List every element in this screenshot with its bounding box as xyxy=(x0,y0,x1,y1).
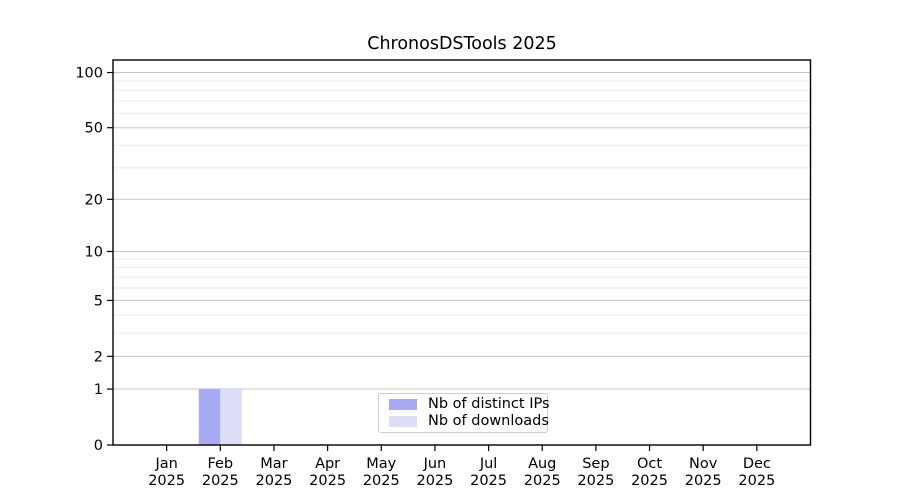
y-tick-label: 20 xyxy=(85,192,103,208)
x-tick-label: May 2025 xyxy=(363,456,400,489)
x-tick-label: Mar 2025 xyxy=(256,456,293,489)
x-tick-label: Jun 2025 xyxy=(416,456,453,489)
y-tick-label: 0 xyxy=(94,438,103,454)
x-tick-label: Apr 2025 xyxy=(309,456,346,489)
x-tick-label: Nov 2025 xyxy=(685,456,722,489)
x-tick-label: Oct 2025 xyxy=(631,456,668,489)
y-tick-label: 2 xyxy=(94,349,103,365)
y-tick-label: 1 xyxy=(94,382,103,398)
y-tick-label: 50 xyxy=(85,121,103,137)
x-tick-label: Jan 2025 xyxy=(148,456,185,489)
chart-title: ChronosDSTools 2025 xyxy=(367,34,557,54)
legend-item-distinct-ips: Nb of distinct IPs xyxy=(379,395,550,413)
legend-swatch-distinct-ips xyxy=(389,398,417,410)
legend-item-downloads: Nb of downloads xyxy=(379,413,549,430)
y-tick-label: 5 xyxy=(94,293,103,309)
legend-label-distinct-ips: Nb of distinct IPs xyxy=(428,395,550,412)
legend-label-downloads: Nb of downloads xyxy=(428,413,549,430)
plot-border xyxy=(112,59,812,446)
legend-swatch-downloads xyxy=(389,416,417,428)
x-tick-label: Sep 2025 xyxy=(577,456,614,489)
x-tick-label: Dec 2025 xyxy=(738,456,775,489)
x-tick-label: Aug 2025 xyxy=(524,456,561,489)
y-tick-label: 100 xyxy=(75,66,103,82)
legend: Nb of distinct IPs Nb of downloads xyxy=(378,393,550,433)
bar-downloads xyxy=(220,389,242,445)
bar-distinct-ips xyxy=(198,389,221,445)
y-tick-label: 10 xyxy=(85,244,103,260)
x-tick-label: Feb 2025 xyxy=(202,456,239,489)
x-tick-label: Jul 2025 xyxy=(470,456,507,489)
